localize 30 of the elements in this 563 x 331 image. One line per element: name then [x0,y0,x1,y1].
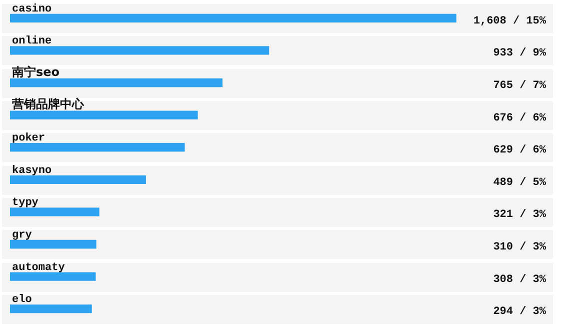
data-label: 933 / 9% [493,48,546,60]
bar [10,143,185,152]
data-label: 676 / 6% [493,112,546,124]
bar [10,240,96,249]
data-label: 310 / 3% [493,242,546,254]
data-label: 294 / 3% [493,306,546,318]
y-tick-label: online [12,36,52,48]
bar [10,304,92,314]
data-label: 308 / 3% [493,274,546,286]
y-tick-label: kasyno [12,164,52,177]
y-tick-label: casino [12,3,52,16]
data-label: 321 / 3% [493,209,546,222]
y-tick-label: 营销品牌中心 [11,97,85,112]
bar [10,208,100,216]
bar [10,175,146,184]
y-tick-label: poker [12,132,46,145]
bar [10,272,96,281]
data-label: 1,608 / 15% [473,15,546,28]
data-label: 765 / 7% [493,80,546,92]
bar [10,78,223,88]
y-tick-label: typy [12,197,39,210]
data-label: 629 / 6% [493,144,546,157]
data-label: 489 / 5% [493,176,546,189]
bar [10,110,198,120]
bar [10,14,456,22]
y-tick-label: 南宁seo [11,64,60,79]
y-tick-label: elo [12,294,32,306]
y-tick-label: automaty [12,262,66,274]
y-tick-label: gry [12,230,32,242]
bar [10,46,270,55]
